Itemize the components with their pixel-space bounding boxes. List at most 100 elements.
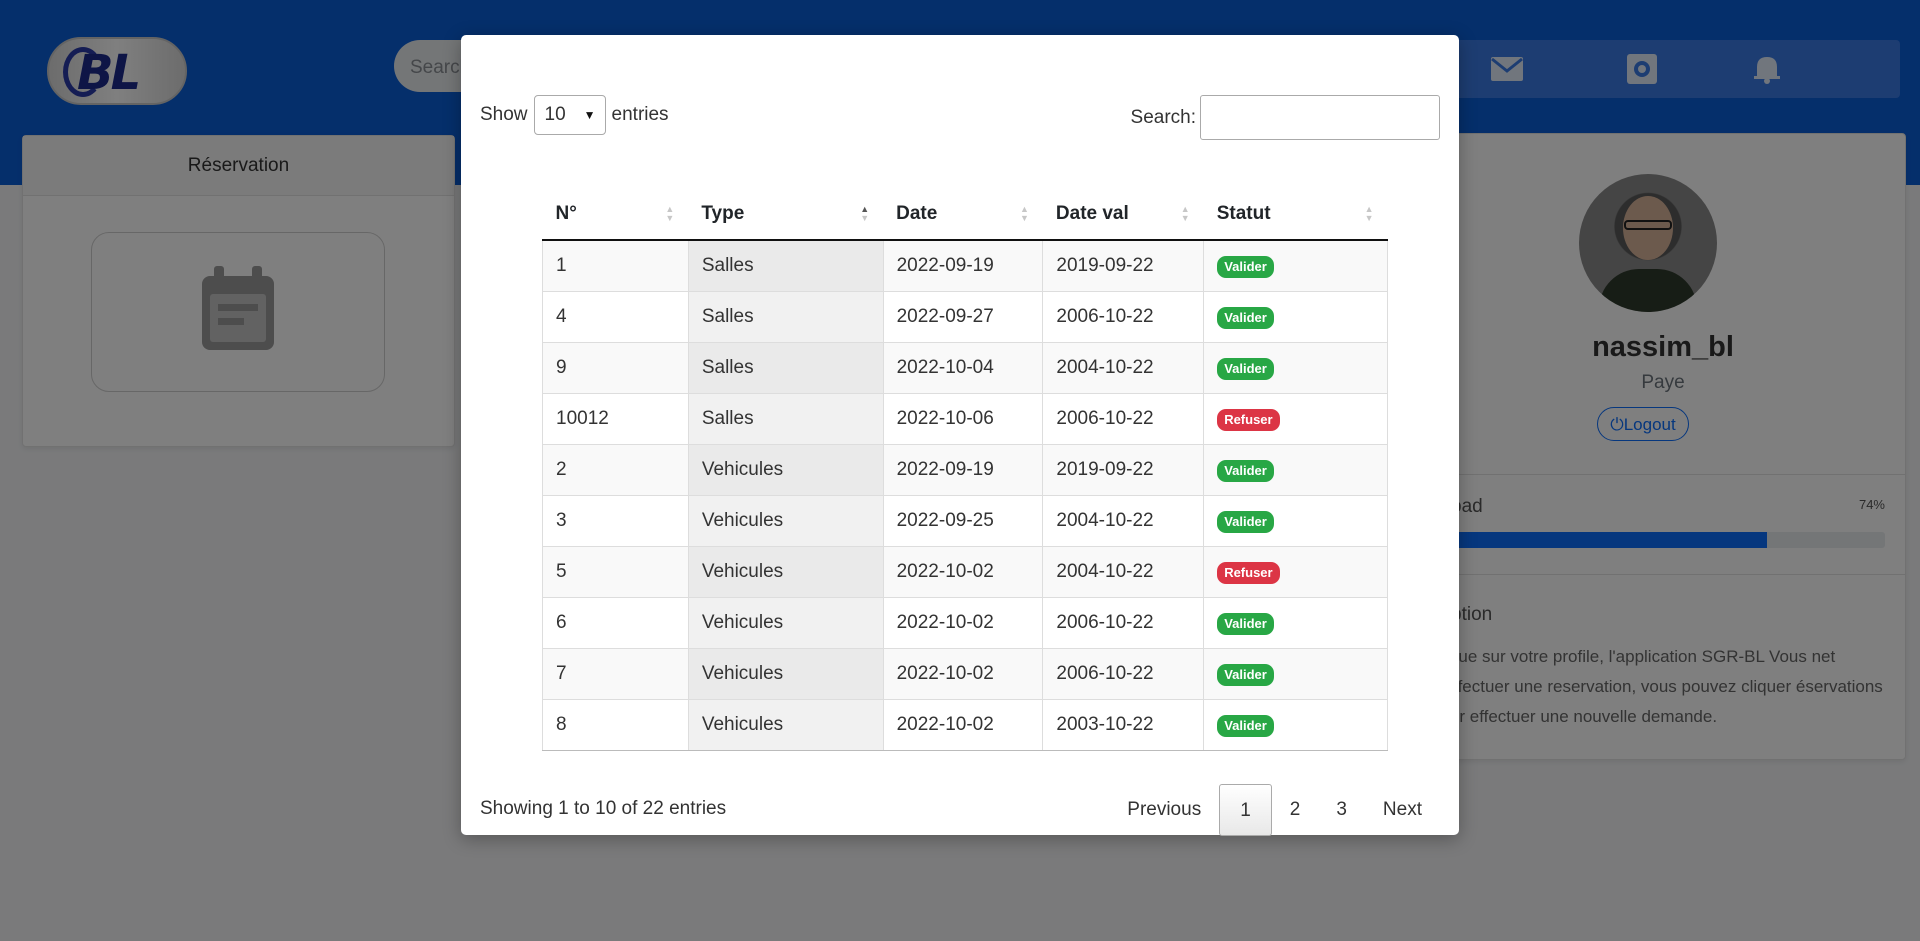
table-row[interactable]: 3 Vehicules 2022-09-25 2004-10-22 Valider [542,495,1388,547]
cell-statut: Refuser [1203,546,1388,598]
cell-statut: Valider [1203,444,1388,496]
cell-date: 2022-10-02 [882,648,1043,700]
entries-length-value: 10 [544,104,566,125]
cell-statut: Valider [1203,699,1388,751]
cell-statut: Valider [1203,291,1388,343]
sort-icon: ▲ ▼ [1180,204,1190,223]
cell-statut: Refuser [1203,393,1388,445]
entries-length-control: Show 10 ▼ entries [480,95,669,135]
table-row[interactable]: 5 Vehicules 2022-10-02 2004-10-22 Refuser [542,546,1388,598]
cell-date-val: 2004-10-22 [1042,546,1204,598]
cell-date-val: 2006-10-22 [1042,597,1204,649]
cell-date: 2022-10-06 [882,393,1043,445]
cell-type: Vehicules [687,699,884,751]
cell-number: 7 [542,648,689,700]
cell-statut: Valider [1203,342,1388,394]
cell-date: 2022-10-02 [882,699,1043,751]
entries-label: entries [611,104,669,125]
table-row[interactable]: 6 Vehicules 2022-10-02 2006-10-22 Valider [542,597,1388,649]
cell-date: 2022-09-19 [882,239,1043,292]
cell-date-val: 2004-10-22 [1042,495,1204,547]
pagination-next[interactable]: Next [1382,799,1422,820]
cell-date: 2022-10-02 [882,546,1043,598]
status-badge: Valider [1217,306,1274,329]
table-search: Search: [1131,95,1440,140]
table-info: Showing 1 to 10 of 22 entries [480,798,727,819]
cell-date: 2022-10-04 [882,342,1043,394]
table-header-row: N° ▲ ▼ Type ▲ ▼ Date ▲ ▼ Date val ▲ ▼ Statut ▲ ▼ [542,188,1388,241]
sort-icon: ▲ ▼ [1364,204,1374,223]
pagination-page-2[interactable]: 2 [1289,799,1301,820]
pagination-previous[interactable]: Previous [1127,799,1202,820]
column-header-label: Date val [1055,202,1129,224]
sort-icon: ▲ ▼ [1019,204,1029,223]
table-row[interactable]: 9 Salles 2022-10-04 2004-10-22 Valider [542,342,1388,394]
cell-date-val: 2003-10-22 [1042,699,1204,751]
search-input[interactable] [1200,95,1440,140]
cell-number: 10012 [542,393,689,445]
status-badge: Valider [1217,459,1274,482]
status-badge: Valider [1217,255,1274,278]
column-header-date[interactable]: Date ▲ ▼ [883,188,1043,241]
sort-icon: ▲ ▼ [665,204,675,223]
cell-date-val: 2006-10-22 [1042,648,1204,700]
table-row[interactable]: 4 Salles 2022-09-27 2006-10-22 Valider [542,291,1388,343]
search-label: Search: [1130,106,1196,128]
cell-type: Salles [687,342,884,394]
column-header-label: N° [555,202,577,224]
pagination: Previous 1 2 3 Next [1109,784,1440,836]
status-badge: Valider [1217,714,1274,737]
column-header-label: Statut [1216,202,1271,224]
cell-type: Salles [687,393,884,445]
cell-number: 5 [542,546,689,598]
cell-number: 4 [542,291,689,343]
status-badge: Refuser [1217,408,1280,431]
cell-date-val: 2019-09-22 [1042,444,1204,496]
cell-date: 2022-09-19 [882,444,1043,496]
cell-date-val: 2006-10-22 [1042,393,1204,445]
sort-ascending-icon: ▲ ▼ [860,204,870,223]
cell-number: 2 [542,444,689,496]
entries-length-select[interactable]: 10 ▼ [533,95,606,135]
table-row[interactable]: 2 Vehicules 2022-09-19 2019-09-22 Valider [542,444,1388,496]
status-badge: Valider [1217,612,1274,635]
table-row[interactable]: 10012 Salles 2022-10-06 2006-10-22 Refuser [542,393,1388,445]
reservations-table: N° ▲ ▼ Type ▲ ▼ Date ▲ ▼ Date val ▲ ▼ Statut ▲ ▼ 1… [542,188,1388,751]
table-body: 1 Salles 2022-09-19 2019-09-22 Valider 4 Salle… [542,239,1388,751]
cell-statut: Valider [1203,495,1388,547]
cell-number: 6 [542,597,689,649]
cell-type: Vehicules [687,597,884,649]
cell-type: Vehicules [687,648,884,700]
cell-statut: Valider [1203,239,1388,292]
column-header-number[interactable]: N° ▲ ▼ [542,188,689,241]
status-badge: Valider [1217,510,1274,533]
status-badge: Valider [1217,357,1274,380]
status-badge: Refuser [1217,561,1280,584]
cell-type: Vehicules [687,546,884,598]
table-row[interactable]: 8 Vehicules 2022-10-02 2003-10-22 Valider [542,699,1388,751]
column-header-statut[interactable]: Statut ▲ ▼ [1203,188,1388,241]
column-header-type[interactable]: Type ▲ ▼ [688,188,884,241]
show-label: Show [480,104,528,125]
cell-type: Vehicules [687,495,884,547]
cell-date: 2022-10-02 [882,597,1043,649]
pagination-page-3[interactable]: 3 [1336,799,1347,820]
cell-statut: Valider [1203,597,1388,649]
cell-number: 9 [542,342,689,394]
table-row[interactable]: 7 Vehicules 2022-10-02 2006-10-22 Valider [542,648,1388,700]
status-badge: Valider [1217,663,1274,686]
column-header-date-val[interactable]: Date val ▲ ▼ [1042,188,1204,241]
column-header-label: Date [896,202,938,224]
cell-type: Salles [687,239,884,292]
cell-date-val: 2019-09-22 [1042,239,1204,292]
cell-date: 2022-09-25 [882,495,1043,547]
table-row[interactable]: 1 Salles 2022-09-19 2019-09-22 Valider [542,239,1388,292]
pagination-page-1[interactable]: 1 [1219,784,1272,836]
cell-date-val: 2006-10-22 [1042,291,1204,343]
cell-date-val: 2004-10-22 [1042,342,1204,394]
cell-number: 3 [542,495,689,547]
cell-number: 1 [542,239,689,292]
cell-type: Salles [687,291,884,343]
cell-date: 2022-09-27 [882,291,1043,343]
cell-type: Vehicules [687,444,884,496]
